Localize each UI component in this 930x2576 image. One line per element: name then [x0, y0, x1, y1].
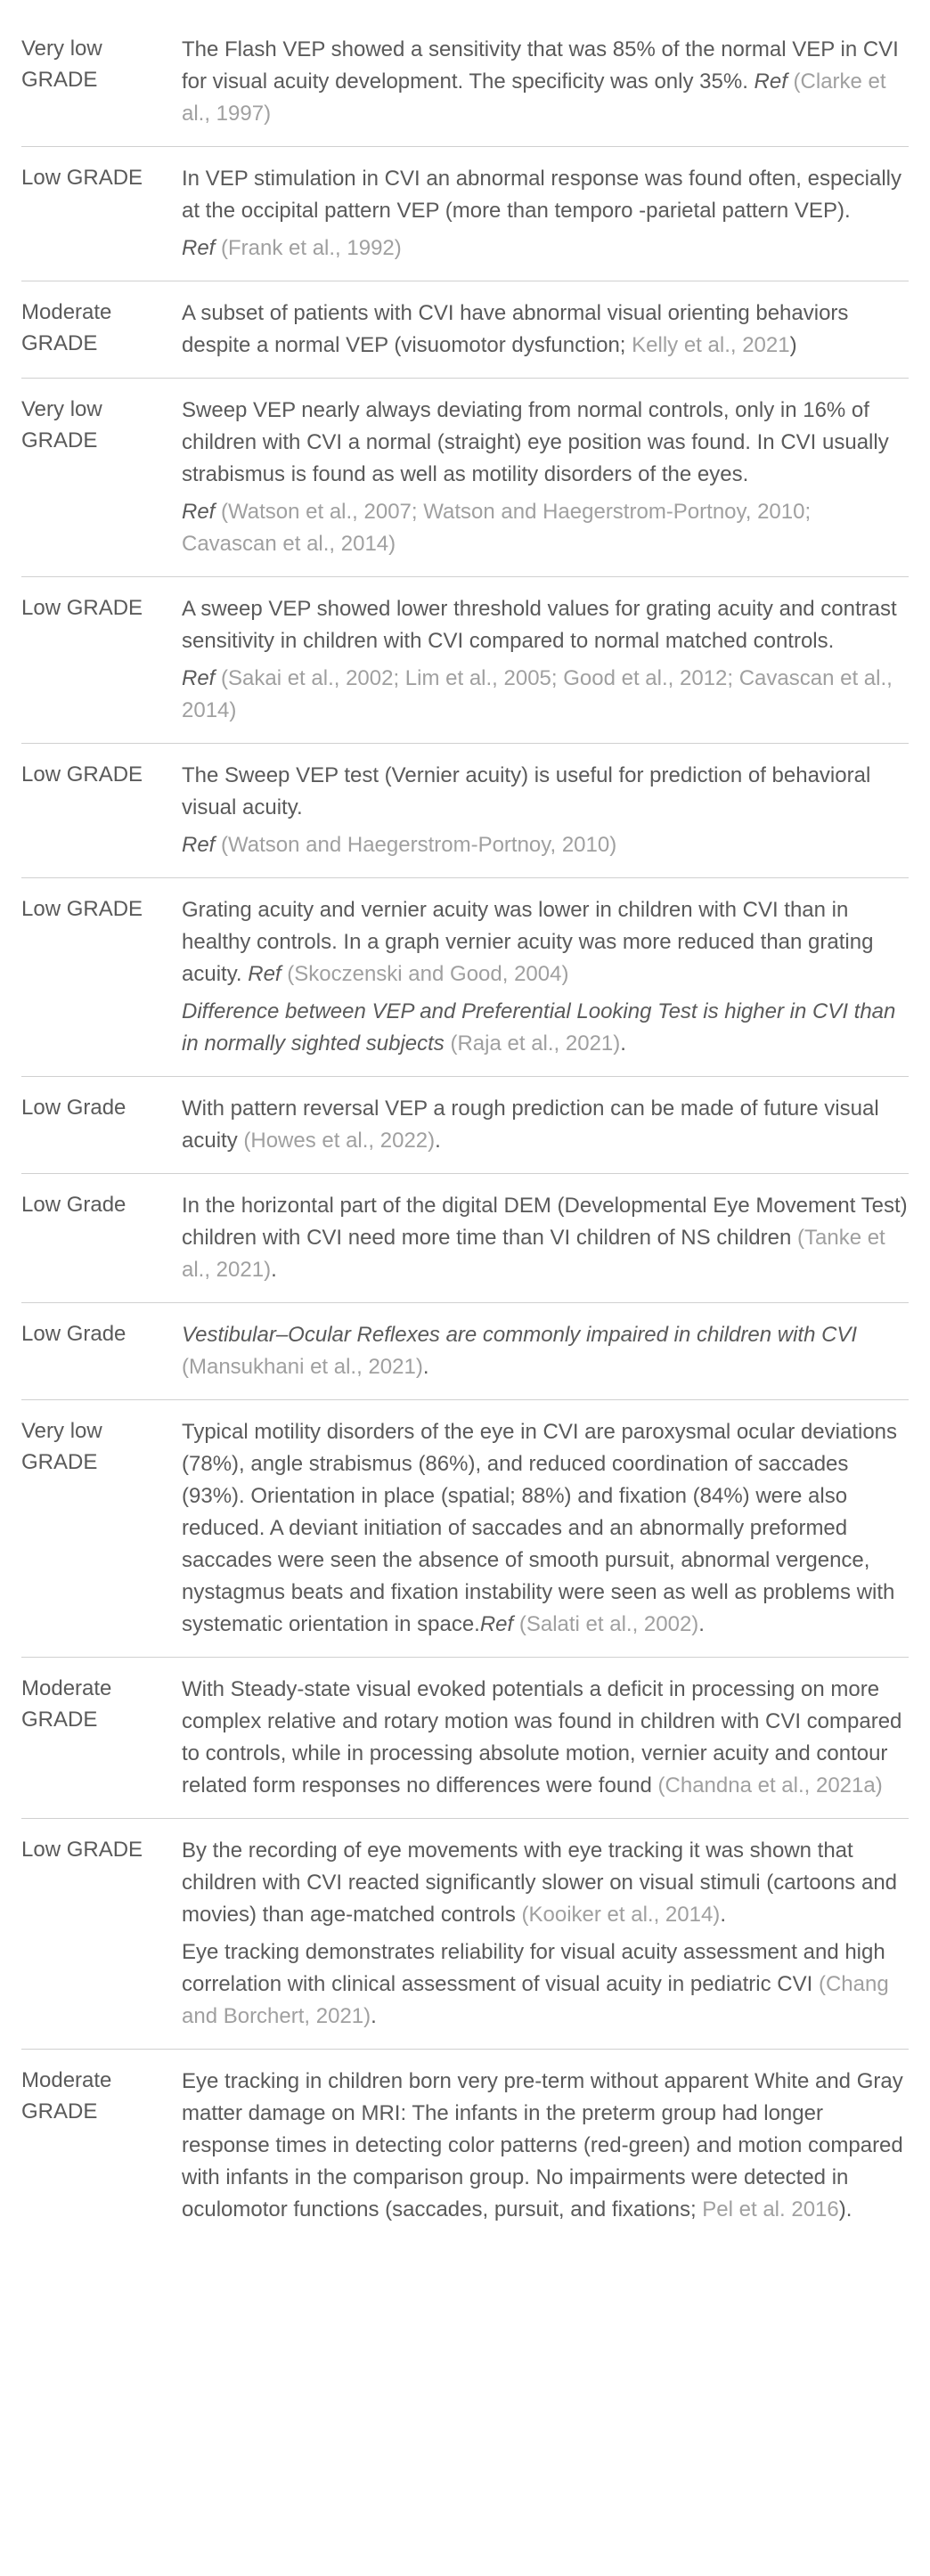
grade-label: Moderate GRADE — [21, 298, 182, 362]
description-text: A sweep VEP showed lower threshold value… — [182, 597, 897, 653]
description-text: The Sweep VEP test (Vernier acuity) is u… — [182, 763, 870, 819]
ref-label: Ref — [182, 500, 221, 524]
description-text: . — [423, 1355, 429, 1379]
table-row: Moderate GRADEA subset of patients with … — [21, 281, 909, 379]
grade-label: Very low GRADE — [21, 34, 182, 130]
citation: Kelly et al., 2021 — [632, 333, 789, 357]
description-cell: A sweep VEP showed lower threshold value… — [182, 593, 909, 727]
citation: (Howes et al., 2022) — [243, 1129, 435, 1153]
description-text: ). — [839, 2197, 852, 2221]
grade-label: Very low GRADE — [21, 395, 182, 560]
table-row: Moderate GRADEEye tracking in children b… — [21, 2050, 909, 2242]
grade-label: Low GRADE — [21, 894, 182, 1060]
table-row: Very low GRADETypical motility disorders… — [21, 1400, 909, 1658]
description-cell: The Sweep VEP test (Vernier acuity) is u… — [182, 760, 909, 861]
evidence-table: Very low GRADEThe Flash VEP showed a sen… — [21, 18, 909, 2242]
description-cell: The Flash VEP showed a sensitivity that … — [182, 34, 909, 130]
description-text: Eye tracking demonstrates reliability fo… — [182, 1940, 885, 1996]
table-row: Low GradeVestibular–Ocular Reflexes are … — [21, 1303, 909, 1400]
ref-label: Ref — [182, 833, 221, 857]
table-row: Low GRADEIn VEP stimulation in CVI an ab… — [21, 147, 909, 281]
ref-label: Ref — [480, 1612, 519, 1636]
description-cell: A subset of patients with CVI have abnor… — [182, 298, 909, 362]
table-row: Low GRADEBy the recording of eye movemen… — [21, 1819, 909, 2050]
grade-label: Low GRADE — [21, 760, 182, 861]
citation: Pel et al. 2016 — [702, 2197, 838, 2221]
table-row: Moderate GRADEWith Steady-state visual e… — [21, 1658, 909, 1819]
table-row: Low GRADEThe Sweep VEP test (Vernier acu… — [21, 744, 909, 878]
citation: (Raja et al., 2021) — [450, 1031, 620, 1056]
ref-label: Ref — [248, 962, 287, 986]
description-cell: By the recording of eye movements with e… — [182, 1835, 909, 2033]
description-text: Sweep VEP nearly always deviating from n… — [182, 398, 889, 486]
description-text: . — [271, 1258, 277, 1282]
grade-label: Low GRADE — [21, 163, 182, 265]
description-text: Typical motility disorders of the eye in… — [182, 1420, 897, 1636]
grade-label: Low Grade — [21, 1190, 182, 1286]
description-text: . — [435, 1129, 441, 1153]
description-cell: Eye tracking in children born very pre-t… — [182, 2066, 909, 2226]
grade-label: Low Grade — [21, 1319, 182, 1383]
description-cell: In VEP stimulation in CVI an abnormal re… — [182, 163, 909, 265]
grade-label: Low Grade — [21, 1093, 182, 1157]
citation: (Mansukhani et al., 2021) — [182, 1355, 423, 1379]
description-text: ) — [790, 333, 797, 357]
table-row: Very low GRADEThe Flash VEP showed a sen… — [21, 18, 909, 147]
grade-label: Very low GRADE — [21, 1416, 182, 1641]
description-cell: With pattern reversal VEP a rough predic… — [182, 1093, 909, 1157]
grade-label: Moderate GRADE — [21, 1674, 182, 1802]
grade-label: Low GRADE — [21, 1835, 182, 2033]
ref-label: Ref — [182, 236, 221, 260]
description-cell: In the horizontal part of the digital DE… — [182, 1190, 909, 1286]
description-cell: Grating acuity and vernier acuity was lo… — [182, 894, 909, 1060]
citation: (Frank et al., 1992) — [221, 236, 402, 260]
table-row: Low GRADEGrating acuity and vernier acui… — [21, 878, 909, 1077]
description-text: . — [698, 1612, 705, 1636]
citation: (Chandna et al., 2021a) — [658, 1773, 883, 1797]
table-row: Low GRADEA sweep VEP showed lower thresh… — [21, 577, 909, 744]
description-cell: Vestibular–Ocular Reflexes are commonly … — [182, 1319, 909, 1383]
citation: (Watson and Haegerstrom-Portnoy, 2010) — [221, 833, 616, 857]
description-cell: Sweep VEP nearly always deviating from n… — [182, 395, 909, 560]
description-text: . — [620, 1031, 626, 1056]
citation: (Sakai et al., 2002; Lim et al., 2005; G… — [182, 666, 893, 722]
description-text: . — [720, 1903, 726, 1927]
grade-label: Low GRADE — [21, 593, 182, 727]
citation: (Watson et al., 2007; Watson and Haegers… — [182, 500, 811, 556]
description-italic: Vestibular–Ocular Reflexes are commonly … — [182, 1323, 857, 1347]
table-row: Very low GRADESweep VEP nearly always de… — [21, 379, 909, 577]
grade-label: Moderate GRADE — [21, 2066, 182, 2226]
table-row: Low GradeIn the horizontal part of the d… — [21, 1174, 909, 1303]
description-text: In VEP stimulation in CVI an abnormal re… — [182, 167, 901, 223]
citation: (Salati et al., 2002) — [519, 1612, 698, 1636]
table-row: Low GradeWith pattern reversal VEP a rou… — [21, 1077, 909, 1174]
citation: (Kooiker et al., 2014) — [522, 1903, 721, 1927]
description-cell: With Steady-state visual evoked potentia… — [182, 1674, 909, 1802]
ref-label: Ref — [182, 666, 221, 690]
description-cell: Typical motility disorders of the eye in… — [182, 1416, 909, 1641]
citation: (Skoczenski and Good, 2004) — [287, 962, 568, 986]
description-text: . — [371, 2004, 377, 2028]
ref-label: Ref — [755, 69, 794, 94]
